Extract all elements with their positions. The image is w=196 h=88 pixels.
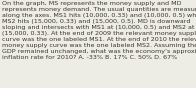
Text: On the graph, MS represents the money supply and MD
represents money demand. The: On the graph, MS represents the money su… bbox=[2, 1, 196, 60]
